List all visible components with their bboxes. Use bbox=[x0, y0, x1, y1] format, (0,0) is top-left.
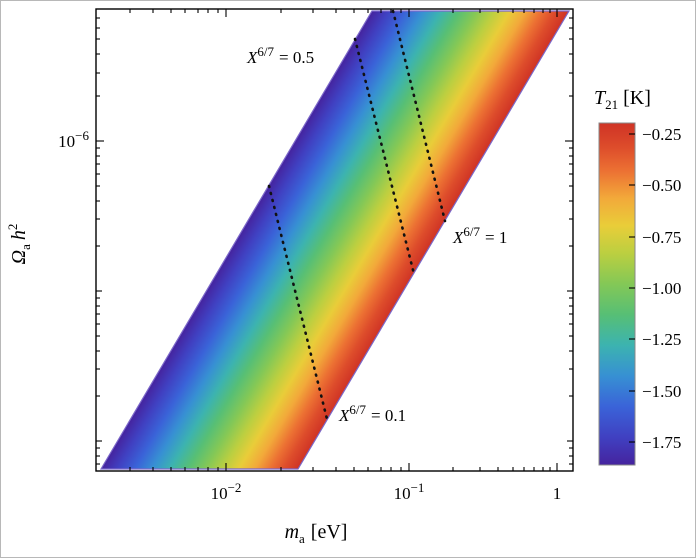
colorbar-title: T21 [K] bbox=[594, 87, 651, 112]
colorbar-gradient bbox=[598, 122, 636, 466]
colorbar-tick-label: −1.50 bbox=[642, 382, 681, 401]
density-band bbox=[99, 10, 571, 470]
colorbar-tick-label: −1.00 bbox=[642, 279, 681, 298]
colorbar-tick-label: −0.25 bbox=[642, 125, 681, 144]
x-axis-title: ma [eV] bbox=[285, 521, 348, 546]
contour-label-x1: X6/7 = 1 bbox=[452, 224, 507, 247]
colorbar-tick-label: −0.50 bbox=[642, 176, 681, 195]
y-axis-title: Ωah2 bbox=[5, 224, 33, 265]
contour-label-x05: X6/7 = 0.5 bbox=[246, 44, 314, 67]
contour-line-x05 bbox=[353, 37, 416, 276]
plot-frame bbox=[95, 8, 574, 472]
colorbar-tick-label: −1.25 bbox=[642, 330, 681, 349]
contour-line-x1 bbox=[391, 9, 447, 223]
x-tick-label-1: 1 bbox=[553, 484, 562, 503]
colorbar: T21 [K] −0.25 −0.50 −0.75 −1.00 −1.25 −1.50 −1.… bbox=[594, 87, 681, 466]
x-axis-ticks bbox=[129, 9, 558, 471]
x-tick-label-1e-1: 10−1 bbox=[394, 480, 425, 503]
x-tick-label-1e-2: 10−2 bbox=[211, 480, 242, 503]
colorbar-ticks bbox=[629, 133, 635, 443]
colorbar-tick-label: −0.75 bbox=[642, 228, 681, 247]
y-axis-ticks bbox=[96, 17, 573, 465]
contour-label-x01: X6/7 = 0.1 bbox=[338, 402, 406, 425]
svg-text:Ωah2: Ωah2 bbox=[5, 224, 33, 265]
colorbar-labels: −0.25 −0.50 −0.75 −1.00 −1.25 −1.50 −1.75 bbox=[642, 125, 681, 452]
y-tick-label-1e-6: 10−6 bbox=[58, 128, 89, 151]
colorbar-tick-label: −1.75 bbox=[642, 433, 681, 452]
